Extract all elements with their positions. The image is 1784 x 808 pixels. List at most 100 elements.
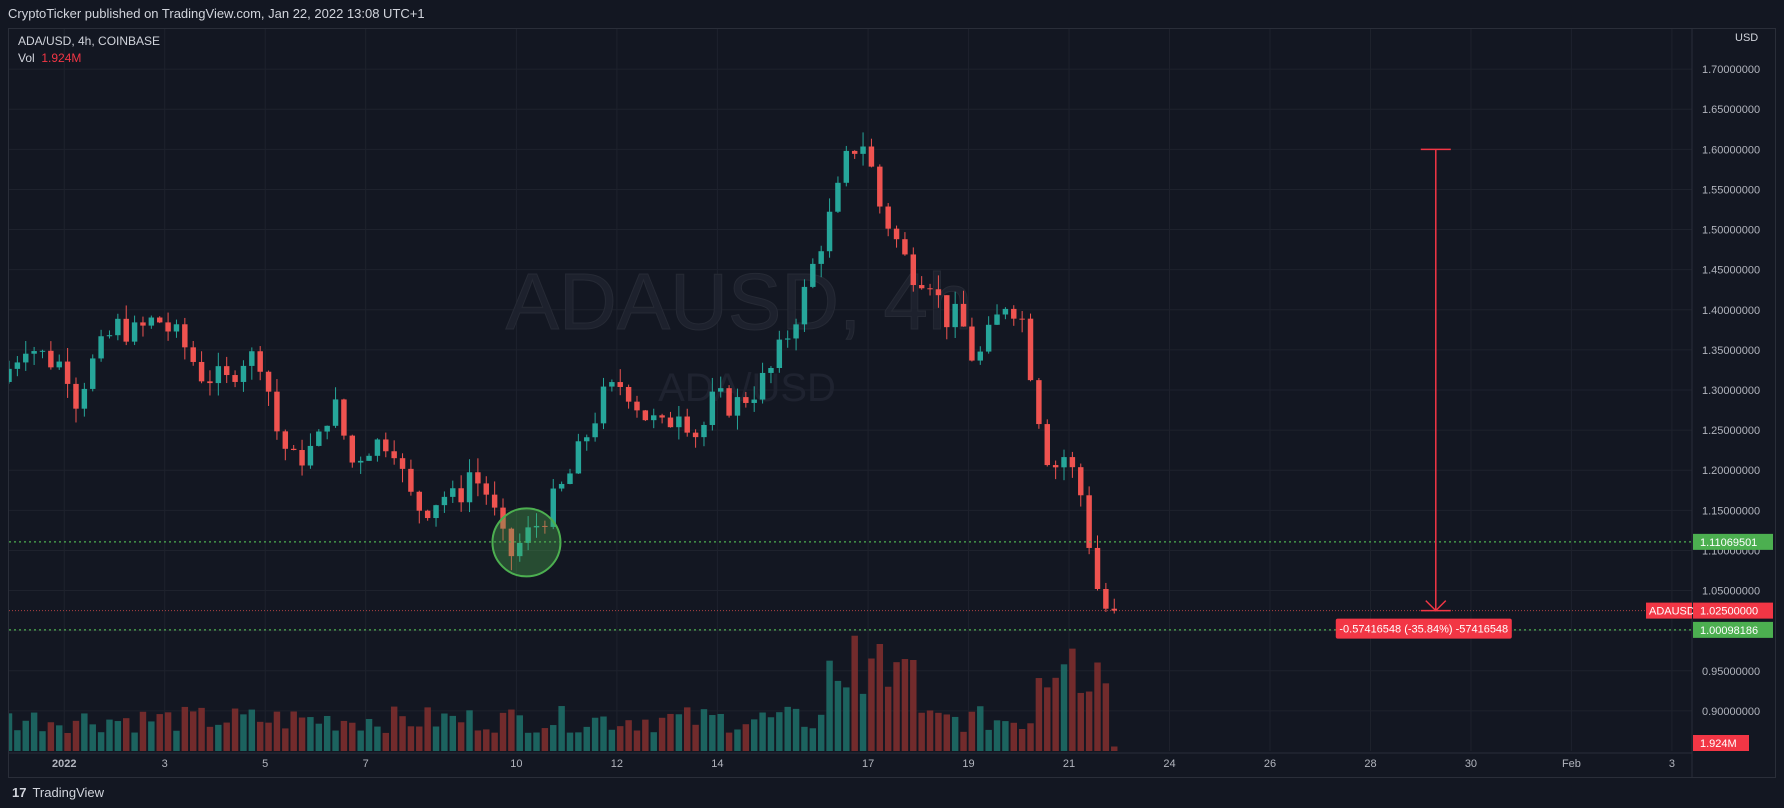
volume-bar [357,730,364,751]
volume-bar [256,721,264,751]
price-tick-label: 1.25000000 [1702,425,1760,437]
candle-body [584,437,590,442]
volume-value: 1.924M [41,51,82,65]
volume-bar [449,715,456,751]
volume-bar [307,717,314,751]
volume-bar [1102,683,1110,751]
candle-body [90,358,96,389]
candle-body [1094,547,1101,589]
time-tick-label: 2022 [52,758,76,770]
volume-bar [340,720,348,751]
time-tick-label: 3 [162,758,168,770]
price-tick-label: 1.70000000 [1702,64,1760,76]
highlight-circle[interactable] [491,507,562,578]
candle-body [885,206,891,229]
volume-bar [139,711,147,751]
candle-body [23,353,29,363]
candle-body [424,510,431,519]
volume-bar [407,726,415,751]
price-tick-label: 0.95000000 [1702,666,1760,678]
candle-body [357,460,364,463]
candle-body [299,450,305,466]
volume-bar [717,713,724,751]
tradingview-brand[interactable]: 17 TradingView [12,778,104,808]
candle-body [860,146,866,154]
volume-bar [432,726,440,751]
candle-body [316,431,322,446]
candle-body [441,496,448,506]
volume-bar [390,706,398,751]
measure-tool[interactable]: -0.57416548 (-35.84%) -57416548 [1335,148,1512,639]
volume-bar [89,724,96,751]
candle-body [475,472,481,484]
price-tick-label: 1.60000000 [1702,144,1760,156]
candlesticks[interactable] [6,132,1117,614]
candle-body [910,254,917,286]
volume-bar [642,719,649,751]
volume-bar [483,729,490,751]
candle-body [558,483,565,489]
volume-bar [282,728,289,751]
price-tick-label: 1.65000000 [1702,104,1760,116]
volume-bar [1035,678,1043,751]
volume-bar [859,693,867,751]
volume-bar [591,717,599,751]
chart-panel[interactable]: ADAUSD, 4h ADA/USD -0.57416548 (-35.84%)… [5,28,1776,778]
volume-bar [382,732,390,751]
volume-bar [131,732,138,751]
price-chart[interactable]: ADAUSD, 4h ADA/USD -0.57416548 (-35.84%)… [5,29,1775,777]
candle-body [684,416,690,433]
horizontal-levels[interactable] [9,541,1692,631]
candle-body [1002,308,1009,315]
volume-bar [223,722,230,751]
candle-body [1052,465,1059,468]
candle-body [458,488,464,503]
candle-body [759,372,766,400]
volume-bar [466,710,473,751]
last-price-badge-symbol: ADAUSD [1649,606,1695,618]
price-tick-label: 1.20000000 [1702,465,1760,477]
candle-body [274,391,280,432]
candle-body [642,410,649,421]
volume-bar [951,716,959,751]
symbol-legend[interactable]: ADA/USD, 4h, COINBASE Vol 1.924M [18,33,160,67]
candle-body [466,472,473,503]
candle-body [106,335,113,337]
time-tick-label: 26 [1264,758,1276,770]
volume-bar [215,724,222,751]
volume-bar [893,662,900,751]
price-tick-label: 1.55000000 [1702,184,1760,196]
candle-body [324,425,330,432]
volume-bar [566,732,574,751]
volume-bar [123,718,130,751]
candle-body [851,150,858,154]
candle-body [994,314,1000,325]
volume-bar [834,680,842,751]
price-tick-label: 1.05000000 [1702,586,1760,598]
volume-bar [1044,687,1051,751]
candle-body [877,166,883,207]
candle-body [182,324,188,348]
candle-body [1111,608,1117,611]
candle-body [81,388,88,409]
volume-badge-box [1693,735,1749,751]
candle-body [726,388,732,416]
candle-body [625,386,632,402]
volume-bar [541,728,549,751]
time-axis[interactable]: 2022 3 5 7 10 12 14 17 19 21 24 26 28 30 Feb 3 [9,752,1692,770]
candle-body [64,361,71,384]
candle-body [508,528,515,557]
volume-bar [14,730,21,751]
candle-body [902,239,908,255]
volume-bar [658,717,666,751]
volume-bar [977,706,984,751]
candle-body [223,366,230,376]
volume-bar [968,711,976,751]
price-axis[interactable]: 0.900000000.950000001.000000001.05000000… [1691,29,1760,777]
volume-bar [457,722,465,751]
candle-body [190,347,196,362]
volume-bar [349,722,356,751]
candle-body [977,351,984,361]
candle-body [98,336,104,359]
level-badge-text: 1.11069501 [1700,537,1757,549]
